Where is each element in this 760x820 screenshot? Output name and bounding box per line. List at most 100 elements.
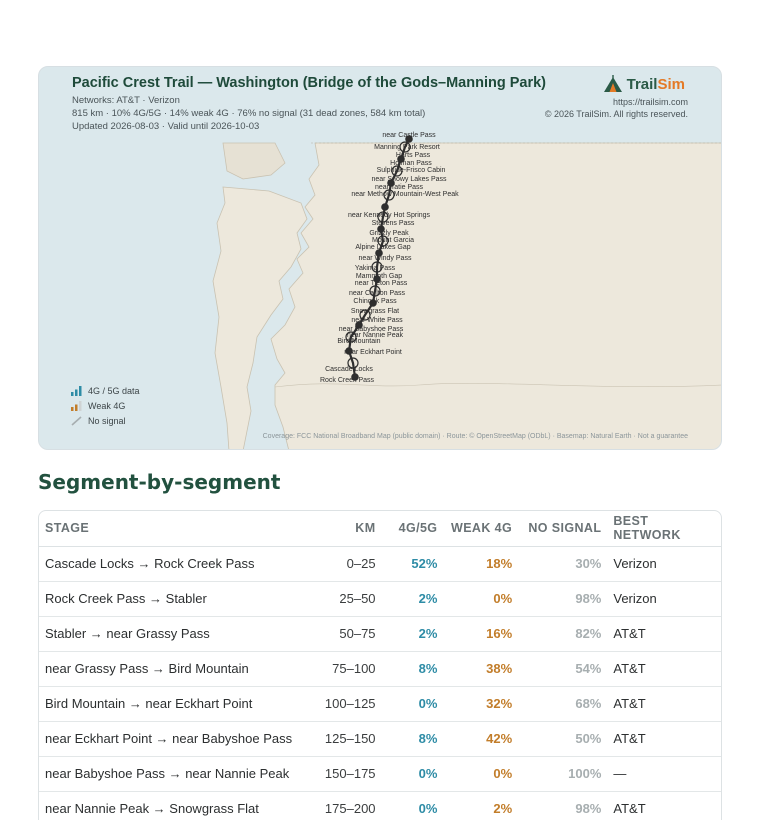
place-label: Alpine Lakes Gap	[355, 244, 410, 251]
legend-none: No signal	[71, 413, 140, 428]
waypoint-marker	[405, 135, 413, 143]
km-cell: 25–50	[318, 581, 382, 617]
waypoint-marker	[359, 309, 371, 321]
stage-cell: Bird Mountain → near Eckhart Point	[39, 686, 319, 722]
weak-cell: 16%	[443, 616, 519, 652]
waypoint-marker	[397, 155, 405, 163]
place-label: Mammoth Gap	[356, 273, 402, 280]
stage-cell: near Eckhart Point → near Babyshoe Pass	[39, 721, 319, 757]
brand-copyright: © 2026 TrailSim. All rights reserved.	[544, 109, 688, 119]
header-good: 4G/5G	[381, 511, 444, 547]
signal-weak-icon	[71, 400, 82, 411]
place-label: Mount Garcia	[372, 237, 414, 244]
place-label: Stevens Pass	[372, 220, 415, 227]
legend-weak: Weak 4G	[71, 398, 140, 413]
place-label: near Methow Mountain-West Peak	[351, 191, 459, 198]
good-cell: 2%	[381, 616, 444, 652]
place-label: Snowgrass Flat	[351, 308, 399, 315]
network-cell: AT&T	[607, 616, 721, 652]
waypoint-marker	[373, 275, 381, 283]
section-title: Segment-by-segment	[38, 470, 281, 494]
stage-cell: Stabler → near Grassy Pass	[39, 616, 319, 652]
km-cell: 75–100	[318, 651, 382, 687]
place-label: near Carlton Pass	[349, 290, 406, 297]
network-cell: Verizon	[607, 546, 721, 582]
waypoint-marker	[377, 225, 385, 233]
weak-cell: 18%	[443, 546, 519, 582]
place-label: near Windy Pass	[359, 255, 412, 262]
map-updated: Updated 2026-08-03 · Valid until 2026-10…	[72, 121, 260, 132]
map-summary: 815 km · 10% 4G/5G · 14% weak 4G · 76% n…	[72, 108, 426, 119]
weak-cell: 2%	[443, 791, 519, 820]
header-km: KM	[318, 511, 382, 547]
land-peninsula	[212, 186, 308, 449]
km-cell: 150–175	[318, 756, 382, 792]
waypoint-marker	[345, 331, 357, 343]
none-cell: 54%	[518, 651, 608, 687]
place-label: near Eckhart Point	[344, 349, 402, 356]
place-label: Harts Pass	[396, 152, 431, 159]
weak-cell: 0%	[443, 581, 519, 617]
tent-icon	[603, 75, 622, 92]
waypoint-marker	[383, 189, 395, 201]
km-cell: 0–25	[318, 546, 382, 582]
land-island	[222, 142, 286, 180]
none-cell: 82%	[518, 616, 608, 652]
network-cell: AT&T	[607, 791, 721, 820]
waypoint-marker	[377, 211, 389, 223]
place-label: Grizzly Peak	[369, 230, 409, 237]
coverage-map: near Castle Pass Manning Park Resort Harts…	[38, 66, 722, 450]
stage-cell: Rock Creek Pass → Stabler	[39, 581, 319, 617]
place-label: near Nannie Peak	[347, 332, 404, 339]
legend-good-label: 4G / 5G data	[88, 385, 140, 396]
network-cell: Verizon	[607, 581, 721, 617]
table-row: Bird Mountain → near Eckhart Point 100–12…	[39, 686, 721, 722]
no-signal-icon	[71, 415, 82, 426]
brand-logo: TrailSim	[603, 75, 685, 93]
waypoint-marker	[377, 235, 389, 247]
table-row: near Nannie Peak → Snowgrass Flat 175–200…	[39, 791, 721, 820]
none-cell: 100%	[518, 756, 608, 792]
km-cell: 50–75	[318, 616, 382, 652]
place-label: near Kennedy Hot Springs	[348, 212, 431, 219]
good-cell: 0%	[381, 791, 444, 820]
good-cell: 8%	[381, 721, 444, 757]
table-row: Stabler → near Grassy Pass 50–75 2% 16% 82% A…	[39, 616, 721, 652]
stage-cell: near Grassy Pass → Bird Mountain	[39, 651, 319, 687]
table-row: near Babyshoe Pass → near Nannie Peak 150…	[39, 756, 721, 792]
weak-cell: 0%	[443, 756, 519, 792]
network-cell: AT&T	[607, 686, 721, 722]
place-label: near Tatie Pass	[375, 184, 424, 191]
stage-cell: near Babyshoe Pass → near Nannie Peak	[39, 756, 319, 792]
waypoint-marker	[371, 261, 383, 273]
table-row: Cascade Locks → Rock Creek Pass 0–25 52% 18…	[39, 546, 721, 582]
place-label: near Tieton Pass	[355, 280, 408, 287]
signal-full-icon	[71, 385, 82, 396]
route-layer: near Castle Pass Manning Park ResortHarts…	[320, 132, 459, 384]
weak-cell: 38%	[443, 651, 519, 687]
none-cell: 50%	[518, 721, 608, 757]
place-label: near Castle Pass	[382, 132, 436, 139]
map-legend: 4G / 5G data Weak 4G No signal	[71, 383, 140, 428]
network-cell: —	[607, 756, 721, 792]
waypoint-marker	[399, 141, 411, 153]
brand-url[interactable]: https://trailsim.com	[612, 97, 688, 107]
none-cell: 98%	[518, 791, 608, 820]
waypoint-marker	[375, 249, 383, 257]
none-cell: 30%	[518, 546, 608, 582]
place-label: Chinook Pass	[353, 298, 397, 305]
legend-good: 4G / 5G data	[71, 383, 140, 398]
table-row: Rock Creek Pass → Stabler 25–50 2% 0% 98% Ver…	[39, 581, 721, 617]
map-networks: Networks: AT&T · Verizon	[72, 95, 180, 106]
good-cell: 8%	[381, 651, 444, 687]
waypoint-marker	[387, 179, 395, 187]
place-label: near Babyshoe Pass	[339, 326, 404, 333]
place-label: Yakima Pass	[355, 265, 396, 272]
brand-name: TrailSim	[626, 75, 685, 93]
good-cell: 52%	[381, 546, 444, 582]
waypoint-marker	[347, 357, 359, 369]
network-cell: AT&T	[607, 721, 721, 757]
good-cell: 0%	[381, 686, 444, 722]
legend-weak-label: Weak 4G	[88, 400, 126, 411]
waypoint-marker	[355, 321, 363, 329]
